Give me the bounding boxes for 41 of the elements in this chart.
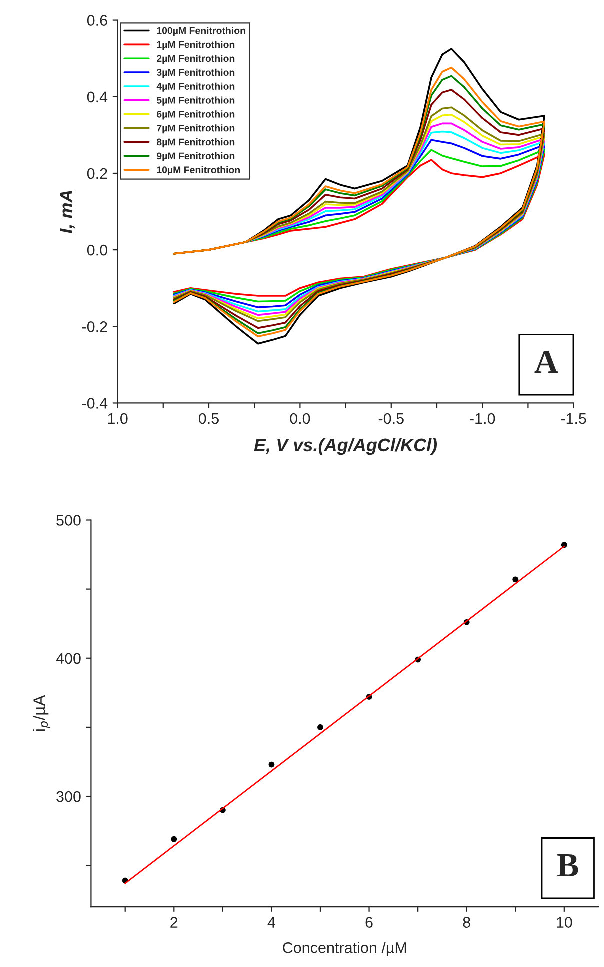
y-tick-label: 0.4 <box>87 92 108 103</box>
x-tick-label: -1.5 <box>561 414 586 424</box>
y-axis-title: i$_{p}$/µA <box>33 695 50 732</box>
y-tick-label: -0.2 <box>82 322 108 332</box>
point <box>512 576 519 583</box>
x-tick-label: 8 <box>463 917 470 928</box>
y-tick-label: 0.0 <box>87 244 108 256</box>
x-tick-label: -0.5 <box>378 413 404 424</box>
y-tick-label: -0.4 <box>82 398 108 409</box>
x-tick-label: 6 <box>366 917 373 928</box>
x-tick-label: 10 <box>557 917 572 928</box>
x-tick-label: 0.0 <box>290 413 310 424</box>
legend-label: 6µM Fenitrothion <box>157 110 235 120</box>
legend-label: 4µM Fenitrothion <box>156 82 235 92</box>
point <box>171 836 178 842</box>
legend-label: 2µM Fenitrothion <box>157 54 235 64</box>
legend-label: 10µM Fenitrothion <box>157 166 240 176</box>
y-axis-title: I, mA <box>60 191 76 234</box>
y-tick-label: 300 <box>56 791 81 802</box>
legend-label: 3µM Fenitrothion <box>156 68 235 78</box>
x-tick-label: 1.0 <box>108 413 128 424</box>
y-tick-label: 0.2 <box>87 168 108 180</box>
annotation: B <box>558 854 578 876</box>
annotation: A <box>534 350 558 373</box>
legend-label: 9µM Fenitrothion <box>157 152 235 162</box>
x-axis-title: Concentration /µM <box>283 942 406 956</box>
legend-label: 100µM Fenitrothion <box>157 27 246 36</box>
y-tick-label: 500 <box>56 515 81 526</box>
legend-label: 1µM Fenitrothion <box>157 41 235 50</box>
legend-label: 5µM Fenitrothion <box>156 96 235 106</box>
y-tick-label: 0.6 <box>87 15 108 26</box>
y-tick-label: 400 <box>56 653 81 664</box>
x-tick-label: 2 <box>170 917 178 928</box>
x-tick-label: 0.5 <box>198 413 219 424</box>
legend-label: 8µM Fenitrothion <box>156 138 235 148</box>
legend-label: 7µM Fenitrothion <box>157 124 235 134</box>
x-axis-title: E, V vs.(Ag/AgCl/KCl) <box>254 438 438 456</box>
point <box>318 724 324 730</box>
point <box>268 762 275 768</box>
x-tick-label: 4 <box>268 917 276 928</box>
x-tick-label: -1.0 <box>470 413 496 424</box>
